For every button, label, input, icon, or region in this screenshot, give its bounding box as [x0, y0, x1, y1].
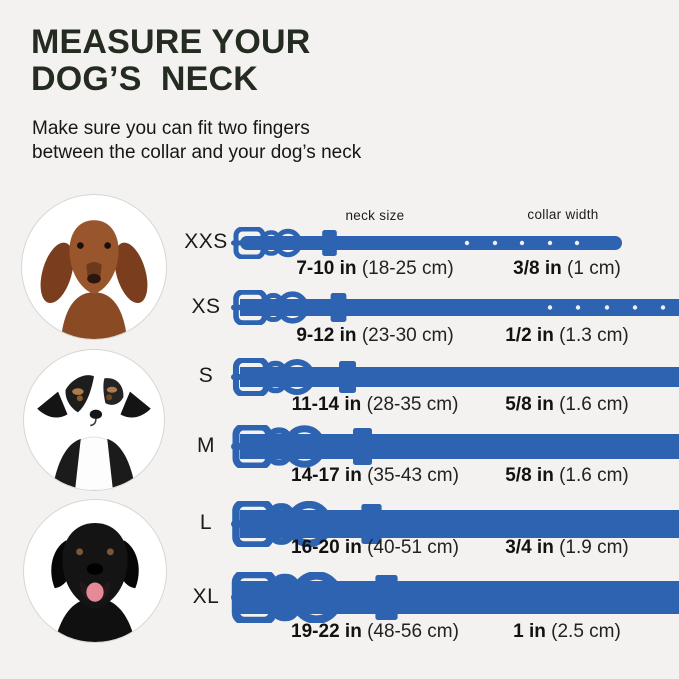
size-label: XL	[192, 585, 220, 608]
neck-size-value: 19-22 in (48-56 cm)	[291, 621, 459, 642]
collar-illustration-xl	[231, 572, 679, 623]
collar-width-value: 5/8 in (1.6 cm)	[505, 394, 629, 415]
collar-width-value: 3/4 in (1.9 cm)	[505, 537, 629, 558]
collar-width-value: 5/8 in (1.6 cm)	[505, 465, 629, 486]
column-header-neck-size: neck size	[345, 208, 405, 223]
collar-width-value: 1/2 in (1.3 cm)	[505, 325, 629, 346]
page-subtitle: Make sure you can fit two fingers betwee…	[32, 117, 361, 165]
dachshund-photo	[21, 194, 167, 340]
subtitle-line2: between the collar and your dog’s neck	[32, 142, 362, 163]
size-label: S	[198, 364, 214, 387]
collar-illustration-xxs	[231, 227, 622, 259]
collar-width-value: 3/8 in (1 cm)	[513, 258, 621, 279]
subtitle-line1: Make sure you can fit two fingers	[32, 118, 310, 139]
neck-size-value: 11-14 in (28-35 cm)	[291, 394, 459, 415]
collar-illustration-xs	[231, 290, 679, 325]
title-line1: MEASURE YOUR	[31, 23, 311, 61]
neck-size-value: 9-12 in (23-30 cm)	[296, 325, 454, 346]
title-line2: DOG’S NECK	[31, 60, 259, 98]
collar-illustration-m	[231, 425, 679, 468]
neck-size-value: 14-17 in (35-43 cm)	[291, 465, 459, 486]
collar-illustration-s	[231, 358, 679, 396]
australian-shepherd-illustration	[37, 372, 151, 490]
australian-shepherd-photo	[23, 349, 165, 491]
column-header-collar-width: collar width	[527, 207, 599, 222]
black-lab-photo	[23, 499, 167, 643]
collar-width-value: 1 in (2.5 cm)	[513, 621, 621, 642]
collar-illustration-l	[231, 501, 679, 547]
size-label: M	[197, 434, 215, 457]
size-label: XXS	[184, 230, 228, 253]
page-title: MEASURE YOUR DOG’S NECK	[31, 24, 310, 98]
neck-size-value: 7-10 in (18-25 cm)	[296, 258, 454, 279]
black-labrador-illustration	[51, 523, 139, 642]
size-label: L	[199, 511, 213, 534]
size-label: XS	[191, 295, 221, 318]
dachshund-illustration	[40, 220, 148, 339]
neck-size-value: 16-20 in (40-51 cm)	[291, 537, 459, 558]
